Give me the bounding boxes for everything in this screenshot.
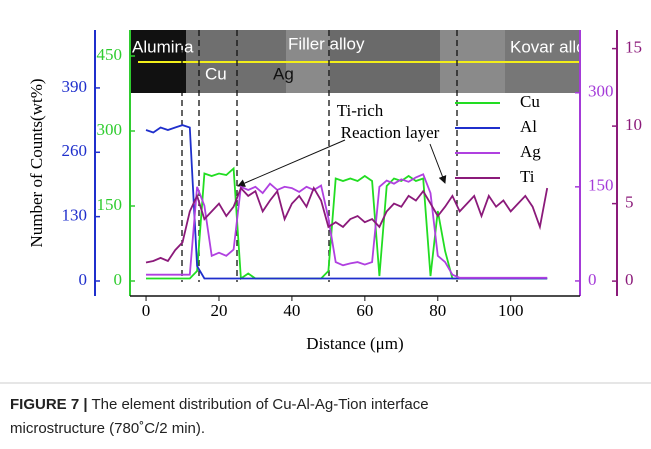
annotation: Reaction layer: [341, 123, 440, 142]
y-tick-label: 300: [588, 82, 614, 101]
caption-text: The element distribution of Cu-Al-Ag-Tio…: [91, 396, 429, 413]
image-label: Kovar alloy: [510, 37, 595, 56]
y-tick-label: 0: [588, 270, 597, 289]
y-tick-label: 0: [625, 270, 634, 289]
x-tick-label: 60: [356, 301, 373, 320]
x-tick-label: 0: [142, 301, 151, 320]
x-tick-label: 100: [498, 301, 524, 320]
annotation-arrow: [237, 139, 346, 187]
legend-label: Ti: [520, 167, 535, 186]
legend-label: Cu: [520, 92, 540, 111]
image-label: Filler alloy: [288, 34, 365, 53]
annotation: Ti-rich: [337, 101, 384, 120]
y-tick-label: 0: [114, 270, 123, 289]
data-line: [146, 173, 548, 279]
y-tick-label: 10: [625, 115, 642, 134]
y-tick-label: 390: [62, 77, 88, 96]
y-tick-label: 150: [588, 176, 614, 195]
y-tick-label: 5: [625, 193, 634, 212]
y-axis-title: Number of Counts(wt%): [27, 78, 46, 247]
y-tick-label: 450: [97, 45, 123, 64]
image-label: Ag: [273, 64, 294, 83]
image-label: Alumina: [132, 37, 194, 56]
caption-text: microstructure (780˚C/2 min).: [10, 420, 206, 437]
y-tick-label: 0: [79, 270, 88, 289]
x-axis-title: Distance (μm): [306, 334, 403, 353]
legend-label: Ag: [520, 142, 541, 161]
image-label: Cu: [205, 64, 227, 83]
y-tick-label: 130: [62, 206, 88, 225]
annotation-arrow: [429, 143, 447, 184]
x-tick-label: 20: [210, 301, 227, 320]
caption: FIGURE 7 | The element distribution of C…: [10, 393, 640, 441]
caption-label: FIGURE 7 |: [10, 396, 88, 413]
data-line: [145, 186, 549, 264]
y-tick-label: 150: [97, 195, 123, 214]
y-tick-label: 15: [625, 38, 642, 57]
y-tick-label: 300: [97, 120, 123, 139]
x-tick-label: 40: [283, 301, 300, 320]
x-tick-label: 80: [429, 301, 446, 320]
y-tick-label: 260: [62, 141, 88, 160]
legend-label: Al: [520, 117, 537, 136]
